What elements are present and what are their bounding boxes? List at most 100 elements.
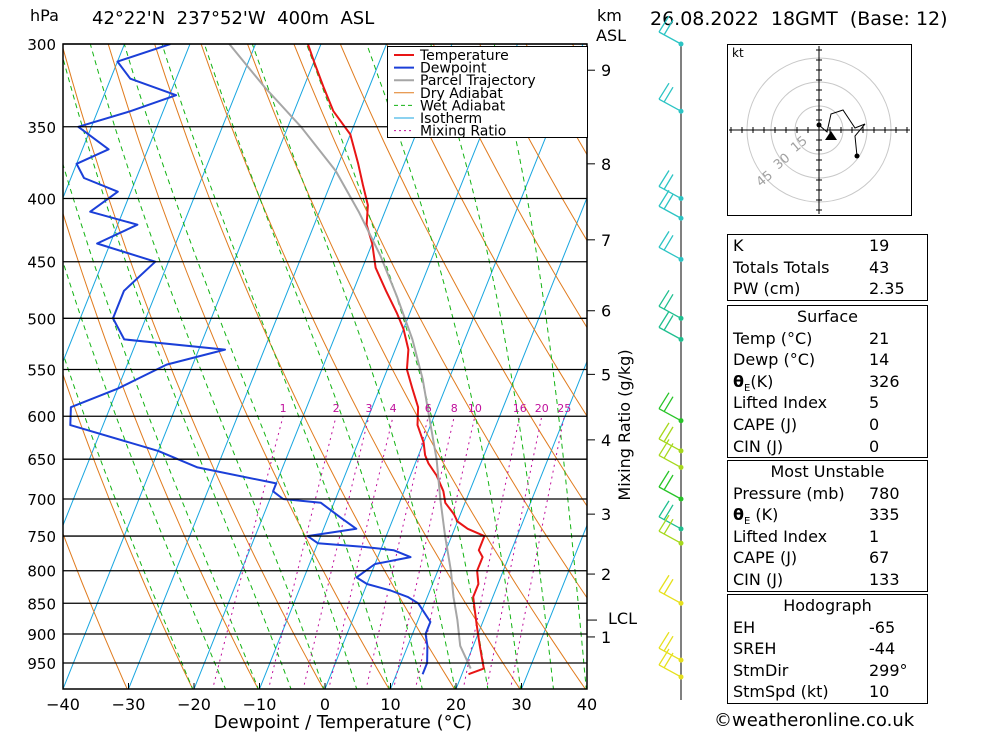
datetime-label: 26.08.2022 18GMT (Base: 12) [650, 8, 948, 30]
temp-label: Temp (°C) [733, 328, 813, 348]
x-tick-label: 0 [320, 695, 330, 714]
wind-barb [658, 231, 682, 260]
mixing-ratio-line [509, 416, 565, 689]
x-axis-title: Dewpoint / Temperature (°C) [214, 712, 472, 733]
wet-adiabat-line [63, 260, 227, 689]
dewp-label: Dewp (°C) [733, 350, 816, 370]
mixing-ratio-label: 4 [390, 402, 397, 415]
hodograph-start-dot [816, 122, 822, 128]
mixing-ratio-line [212, 416, 284, 689]
isotherm-line [63, 44, 257, 527]
pressure-tick-label: 500 [27, 310, 56, 328]
credit-link[interactable]: ©weatheronline.co.uk [714, 710, 915, 731]
wind-barb [658, 15, 682, 45]
temp-value: 21 [869, 328, 890, 348]
isotherm-line [455, 360, 587, 689]
km-label: km [597, 6, 622, 25]
stmdir-label: StmDir [733, 660, 789, 680]
cin-label: CIN (J) [733, 436, 784, 456]
wind-barb [658, 422, 682, 452]
li-value: 5 [869, 393, 880, 413]
pressure-tick-label: 400 [27, 190, 56, 208]
km-tick-label: 1 [601, 628, 611, 647]
legend-label: Dry Adiabat [420, 86, 503, 102]
pressure-tick-label: 700 [27, 491, 56, 509]
wind-barb [658, 648, 682, 678]
wind-barb [658, 631, 682, 661]
location-label: 42°22'N 237°52'W 400m ASL [92, 8, 375, 29]
wind-barb [658, 514, 682, 544]
mu-li-value: 1 [869, 526, 880, 546]
isotherm-line [63, 44, 322, 689]
x-tick-label: −30 [112, 695, 146, 714]
x-tick-label: −10 [243, 695, 277, 714]
temperature-profile [306, 44, 486, 676]
wind-barb [658, 311, 682, 340]
km-tick-label: 5 [601, 365, 611, 384]
theta-label: θE(K) [733, 371, 774, 394]
dry-adiabat-line [63, 373, 194, 689]
wind-barb [658, 500, 682, 530]
stmspd-value: 10 [869, 682, 890, 702]
pressure-tick-label: 450 [27, 254, 56, 272]
theta-value: 326 [869, 371, 900, 391]
pressure-tick-label: 800 [27, 563, 56, 581]
hodograph-unit-label: kt [732, 46, 744, 60]
pressure-tick-label: 750 [27, 528, 56, 546]
eh-label: EH [733, 617, 756, 637]
mixing-ratio-line [414, 416, 476, 689]
mixing-ratio-label: 1 [280, 402, 287, 415]
wind-barb [658, 470, 682, 500]
pressure-tick-label: 900 [27, 626, 56, 644]
tt-value: 43 [869, 257, 890, 277]
x-tick-label: 20 [446, 695, 466, 714]
tt-label: Totals Totals [733, 257, 830, 277]
mixing-ratio-label: 3 [366, 402, 373, 415]
pressure-tick-label: 950 [27, 655, 56, 673]
sreh-label: SREH [733, 639, 777, 659]
most-unstable-title: Most Unstable [770, 462, 885, 481]
hodograph-title: Hodograph [783, 596, 872, 615]
dry-adiabat-line [63, 211, 259, 689]
dry-adiabat-line [917, 7, 1000, 691]
mixing-ratio-axis-label: Mixing Ratio (g/kg) [615, 349, 634, 500]
mixing-ratio-line [486, 416, 543, 689]
isotherm-line [63, 44, 191, 363]
mixing-ratio-label: 2 [333, 402, 340, 415]
isotherm-line [520, 523, 587, 689]
isotherm-line [127, 44, 388, 689]
lcl-label: LCL [608, 609, 637, 628]
mixing-ratio-line [328, 416, 394, 689]
isotherm-line [0, 7, 8, 691]
mu-cin-value: 133 [869, 569, 900, 589]
asl-label: ASL [596, 26, 627, 45]
dry-adiabat-line [962, 7, 1000, 691]
hodograph-end-dot [854, 153, 860, 159]
wind-barb [658, 574, 682, 604]
legend-label: Isotherm [420, 111, 482, 127]
pressure-tick-label: 650 [27, 451, 56, 469]
pw-value: 2.35 [869, 279, 905, 299]
wind-barb [658, 289, 682, 319]
stmdir-value: 299° [869, 660, 908, 680]
pressure-tick-label: 850 [27, 595, 56, 613]
pressure-unit-label: hPa [30, 6, 59, 25]
mixing-ratio-line [302, 416, 370, 689]
mixing-ratio-label: 6 [425, 402, 432, 415]
dewp-value: 14 [869, 350, 890, 370]
wind-barb [658, 392, 682, 422]
km-tick-label: 2 [601, 565, 611, 584]
cape-value: 0 [869, 414, 880, 434]
wind-barb [658, 189, 682, 219]
hodograph-trace [818, 109, 866, 157]
legend-label: Wet Adiabat [420, 98, 506, 114]
wet-adiabat-line [63, 352, 194, 689]
isotherm-line [63, 44, 126, 200]
mixing-ratio-label: 20 [535, 402, 549, 415]
mixing-ratio-line [393, 416, 455, 689]
storm-motion-marker [825, 131, 837, 140]
k-label: K [733, 236, 744, 255]
x-tick-label: 40 [577, 695, 597, 714]
km-tick-label: 6 [601, 302, 611, 321]
